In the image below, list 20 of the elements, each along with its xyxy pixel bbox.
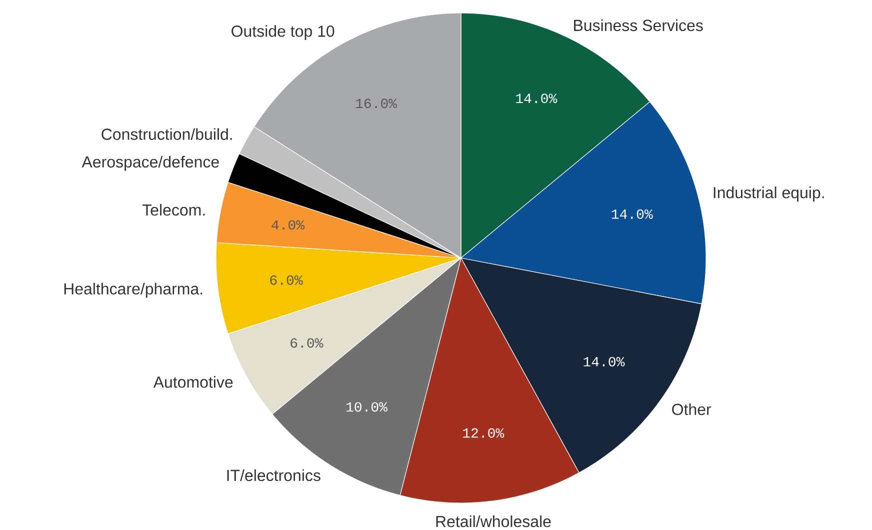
slice-label: Retail/wholesale [436,515,551,528]
data-label: 6.0% [270,275,303,285]
data-label: 10.0% [346,402,388,412]
slice-label: Aerospace/defence [82,156,219,171]
data-label: 14.0% [584,356,625,366]
data-label: 14.0% [612,209,653,219]
slice-label: Other [672,403,712,416]
data-label: 16.0% [356,98,398,108]
data-label: 12.0% [463,428,504,438]
slice-label: Healthcare/pharma. [64,282,202,298]
data-label: 14.0% [516,94,558,104]
slice-label: Telecom. [142,204,205,216]
slice-label: Outside top 10 [232,25,334,40]
slice-label: Business Services [574,19,703,32]
slice-label: Industrial equip. [714,186,824,202]
slice-label: IT/electronics [227,469,320,482]
slice-label: Construction/build. [102,128,232,140]
data-label: 6.0% [290,338,324,348]
slice-label: Automotive [153,376,233,388]
data-label: 4.0% [272,220,305,230]
